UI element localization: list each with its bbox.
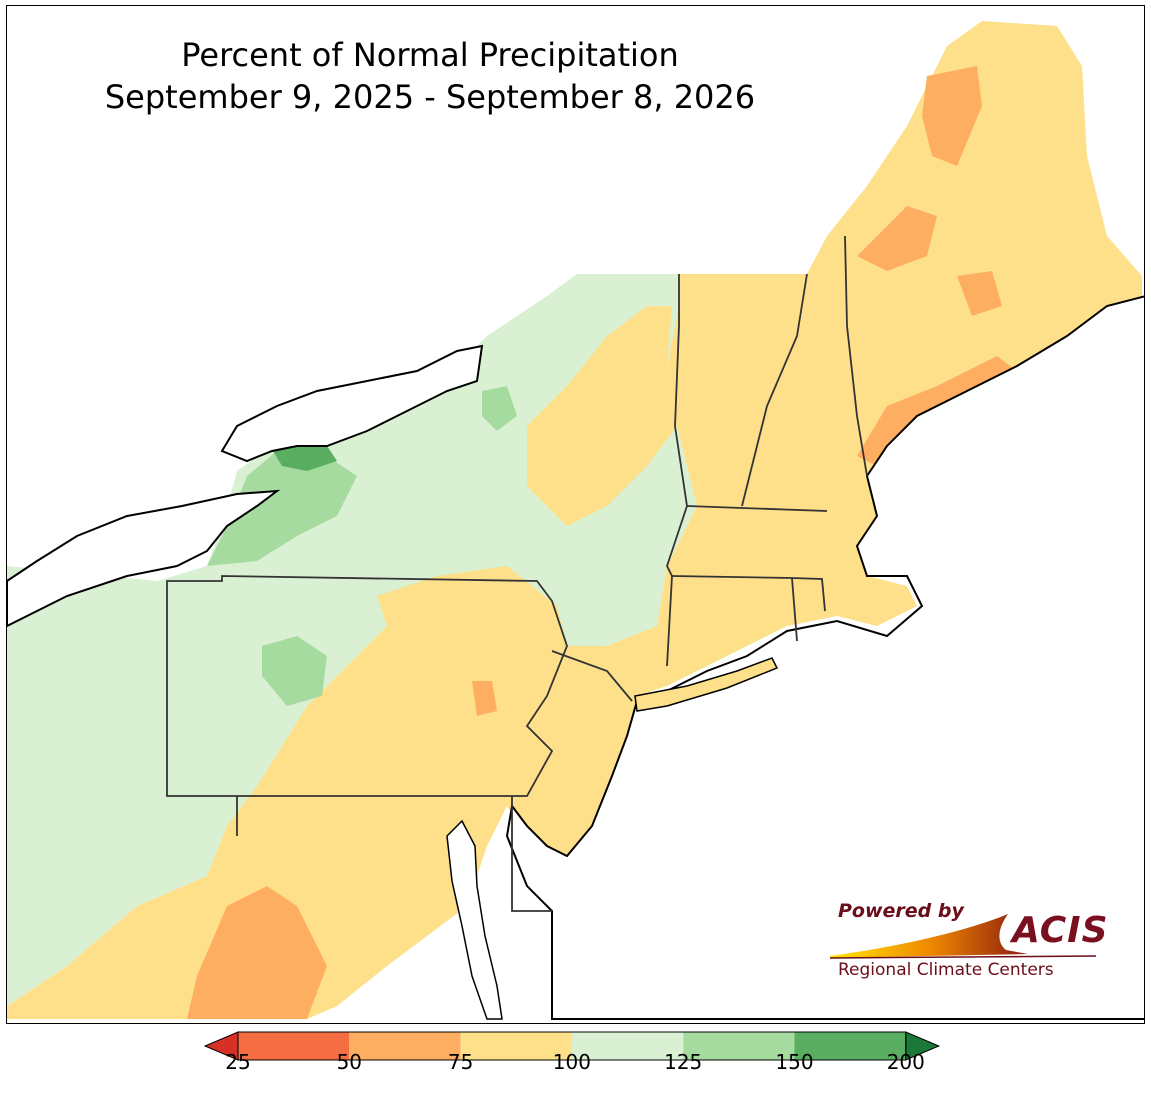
colorbar-outline [237, 1031, 907, 1061]
precipitation-map [7, 21, 1144, 1020]
colorbar-tick-200: 200 [886, 1050, 925, 1074]
logo-acis-text: ACIS [1012, 910, 1109, 951]
colorbar-tick-125: 125 [664, 1050, 703, 1074]
colorbar-bin-75-100 [460, 1032, 572, 1060]
region-sepa-dry [472, 681, 497, 716]
colorbar-bin-125-150 [683, 1032, 795, 1060]
region-maine-dry-3 [957, 271, 1002, 316]
colorbar-tick-25: 25 [225, 1050, 251, 1074]
logo-powered-by: Powered by [838, 900, 964, 922]
colorbar-tick-75: 75 [447, 1050, 474, 1074]
region-maine-dry-1 [922, 66, 982, 166]
region-central-ny-125-150 [482, 386, 517, 431]
colorbar-legend [204, 1031, 941, 1061]
logo-subtitle: Regional Climate Centers [838, 960, 1054, 980]
region-central-pa-75-100 [267, 566, 567, 806]
long-island [634, 657, 779, 712]
acis-logo: Powered by ACIS Regional Climate Centers [828, 898, 1108, 988]
acis-swoosh-graphic [829, 914, 1097, 959]
colorbar-bin-150-200 [794, 1032, 906, 1060]
lake-ontario [220, 344, 484, 463]
chesapeake-bay [446, 819, 503, 1020]
map-frame [6, 5, 1145, 1024]
region-virginia-dry [187, 886, 327, 1019]
state-borders [166, 235, 868, 912]
colorbar-tick-50: 50 [336, 1050, 363, 1074]
colorbar-tick-100: 100 [552, 1050, 591, 1074]
map-title-line-1: Percent of Normal Precipitation [181, 36, 679, 74]
colorbar-bin-100-125 [571, 1032, 684, 1060]
lake-erie [7, 489, 281, 628]
colorbar-bin-50-75 [349, 1032, 461, 1060]
region-western-pa-125-150 [262, 636, 327, 706]
map-title-line-2: September 9, 2025 - September 8, 2026 [104, 78, 756, 116]
region-western-ny-125-150 [207, 451, 357, 566]
region-ny-75-100 [527, 306, 677, 526]
region-base-100-125 [7, 274, 697, 1006]
colorbar-bins [204, 1031, 941, 1061]
atlantic-ocean [505, 295, 1144, 1020]
colorbar-tick-150: 150 [775, 1050, 814, 1074]
region-maine-dry-2 [857, 206, 937, 271]
colorbar-bin-25-50 [238, 1032, 350, 1060]
